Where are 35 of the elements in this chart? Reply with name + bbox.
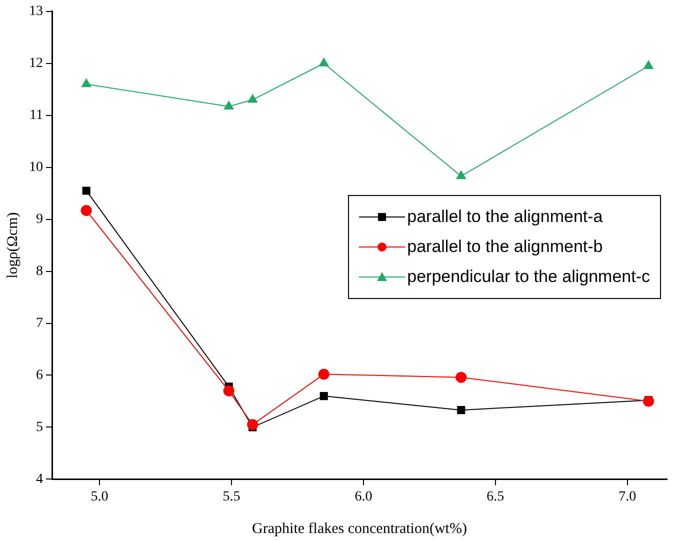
point <box>319 58 329 66</box>
y-tick-label: 5 <box>36 420 43 435</box>
legend-label: parallel to the alignment-a <box>407 207 603 227</box>
legend-label: perpendicular to the alignment-c <box>407 267 650 287</box>
x-tick-label: 7.0 <box>618 489 636 504</box>
point <box>456 372 467 383</box>
point <box>82 186 90 195</box>
point <box>247 419 258 430</box>
x-axis-title: Graphite flakes concentration(wt%) <box>252 520 467 537</box>
point <box>318 368 330 380</box>
point <box>223 385 234 396</box>
point <box>248 94 258 103</box>
y-tick-label: 11 <box>30 108 43 124</box>
x-tick-label: 5.5 <box>222 489 240 504</box>
y-tick-label: 12 <box>29 56 43 72</box>
legend-label: parallel to the alignment-b <box>407 237 603 257</box>
y-tick-label: 7 <box>36 316 43 331</box>
point <box>643 396 654 407</box>
y-tick-label: 8 <box>36 264 43 279</box>
point <box>456 170 466 180</box>
point <box>80 204 92 216</box>
x-tick-label: 5.0 <box>90 489 108 504</box>
point <box>644 60 654 69</box>
y-tick-label: 13 <box>29 4 43 20</box>
y-tick-label: 6 <box>36 368 43 383</box>
x-tick-label: 6.0 <box>354 489 372 504</box>
y-axis-title: logρ(Ωcm) <box>4 212 21 278</box>
y-tick-label: 10 <box>29 160 43 176</box>
y-tick-label: 4 <box>36 472 43 487</box>
point <box>457 406 466 414</box>
y-tick-label: 9 <box>36 212 43 227</box>
point <box>224 101 234 110</box>
point <box>81 78 92 88</box>
point <box>320 392 328 400</box>
x-tick-label: 6.5 <box>486 489 504 504</box>
